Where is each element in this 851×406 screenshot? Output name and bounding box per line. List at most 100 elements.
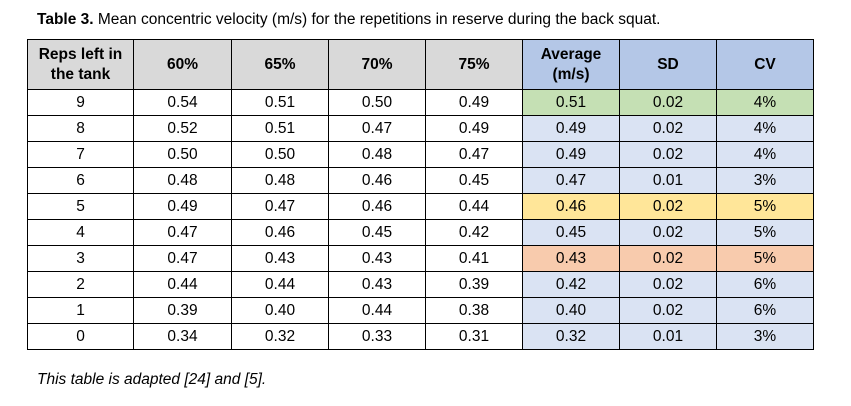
cell-pct-60: 0.52: [133, 115, 232, 142]
cell-reps-left: 5: [27, 193, 134, 220]
cell-pct-75: 0.49: [425, 89, 523, 116]
header-cv: CV: [716, 39, 814, 90]
cell-sd: 0.02: [619, 141, 717, 168]
cell-pct-65: 0.40: [231, 297, 329, 324]
cell-pct-75: 0.44: [425, 193, 523, 220]
cell-cv: 4%: [716, 115, 814, 142]
cell-pct-60: 0.34: [133, 323, 232, 350]
cell-reps-left: 3: [27, 245, 134, 272]
cell-pct-75: 0.47: [425, 141, 523, 168]
cell-reps-left: 1: [27, 297, 134, 324]
cell-pct-60: 0.44: [133, 271, 232, 298]
cell-sd: 0.01: [619, 167, 717, 194]
table-row: 8 0.52 0.51 0.47 0.49 0.49 0.02 4%: [27, 115, 814, 142]
cell-pct-65: 0.50: [231, 141, 329, 168]
cell-pct-65: 0.47: [231, 193, 329, 220]
cell-pct-60: 0.50: [133, 141, 232, 168]
cell-pct-65: 0.43: [231, 245, 329, 272]
cell-pct-60: 0.49: [133, 193, 232, 220]
cell-pct-75: 0.31: [425, 323, 523, 350]
cell-pct-65: 0.51: [231, 89, 329, 116]
cell-average: 0.32: [522, 323, 620, 350]
cell-cv: 3%: [716, 323, 814, 350]
cell-sd: 0.02: [619, 297, 717, 324]
velocity-table: Reps left in the tank 60% 65% 70% 75% Av…: [27, 39, 814, 350]
cell-pct-65: 0.51: [231, 115, 329, 142]
cell-cv: 5%: [716, 193, 814, 220]
cell-average: 0.46: [522, 193, 620, 220]
cell-pct-65: 0.44: [231, 271, 329, 298]
cell-sd: 0.02: [619, 193, 717, 220]
cell-pct-60: 0.54: [133, 89, 232, 116]
cell-pct-65: 0.32: [231, 323, 329, 350]
table-row: 0 0.34 0.32 0.33 0.31 0.32 0.01 3%: [27, 323, 814, 350]
cell-average: 0.45: [522, 219, 620, 246]
cell-pct-60: 0.47: [133, 219, 232, 246]
cell-reps-left: 9: [27, 89, 134, 116]
cell-sd: 0.02: [619, 271, 717, 298]
cell-pct-75: 0.45: [425, 167, 523, 194]
cell-sd: 0.01: [619, 323, 717, 350]
cell-pct-70: 0.45: [328, 219, 426, 246]
cell-pct-70: 0.46: [328, 193, 426, 220]
table-footnote: This table is adapted [24] and [5].: [37, 371, 267, 388]
cell-pct-65: 0.48: [231, 167, 329, 194]
cell-pct-75: 0.42: [425, 219, 523, 246]
cell-pct-75: 0.49: [425, 115, 523, 142]
cell-average: 0.42: [522, 271, 620, 298]
cell-average: 0.49: [522, 141, 620, 168]
header-reps-left: Reps left in the tank: [27, 39, 134, 90]
cell-cv: 4%: [716, 89, 814, 116]
cell-pct-70: 0.44: [328, 297, 426, 324]
header-75: 75%: [425, 39, 523, 90]
cell-pct-70: 0.33: [328, 323, 426, 350]
cell-pct-75: 0.38: [425, 297, 523, 324]
cell-cv: 5%: [716, 245, 814, 272]
cell-reps-left: 4: [27, 219, 134, 246]
table-row: 2 0.44 0.44 0.43 0.39 0.42 0.02 6%: [27, 271, 814, 298]
cell-pct-70: 0.48: [328, 141, 426, 168]
cell-reps-left: 7: [27, 141, 134, 168]
cell-average: 0.51: [522, 89, 620, 116]
table-caption: Table 3. Mean concentric velocity (m/s) …: [37, 11, 660, 29]
cell-average: 0.40: [522, 297, 620, 324]
cell-reps-left: 0: [27, 323, 134, 350]
cell-reps-left: 6: [27, 167, 134, 194]
cell-pct-70: 0.47: [328, 115, 426, 142]
cell-cv: 4%: [716, 141, 814, 168]
cell-sd: 0.02: [619, 245, 717, 272]
cell-reps-left: 8: [27, 115, 134, 142]
header-70: 70%: [328, 39, 426, 90]
cell-cv: 6%: [716, 297, 814, 324]
header-60: 60%: [133, 39, 232, 90]
header-row: Reps left in the tank 60% 65% 70% 75% Av…: [27, 39, 814, 90]
cell-average: 0.47: [522, 167, 620, 194]
table-body: 9 0.54 0.51 0.50 0.49 0.51 0.02 4% 8 0.52 0.51 0.47…: [27, 89, 814, 350]
table-row: 7 0.50 0.50 0.48 0.47 0.49 0.02 4%: [27, 141, 814, 168]
cell-reps-left: 2: [27, 271, 134, 298]
cell-pct-70: 0.43: [328, 271, 426, 298]
cell-pct-65: 0.46: [231, 219, 329, 246]
table-row: 9 0.54 0.51 0.50 0.49 0.51 0.02 4%: [27, 89, 814, 116]
cell-sd: 0.02: [619, 89, 717, 116]
table-row: 1 0.39 0.40 0.44 0.38 0.40 0.02 6%: [27, 297, 814, 324]
cell-pct-60: 0.47: [133, 245, 232, 272]
cell-pct-75: 0.39: [425, 271, 523, 298]
table-caption-text: Mean concentric velocity (m/s) for the r…: [93, 11, 661, 28]
table-caption-label: Table 3.: [37, 11, 94, 28]
table-row: 4 0.47 0.46 0.45 0.42 0.45 0.02 5%: [27, 219, 814, 246]
header-65: 65%: [231, 39, 329, 90]
cell-pct-70: 0.43: [328, 245, 426, 272]
cell-cv: 5%: [716, 219, 814, 246]
table-row: 6 0.48 0.48 0.46 0.45 0.47 0.01 3%: [27, 167, 814, 194]
header-sd: SD: [619, 39, 717, 90]
table-row: 3 0.47 0.43 0.43 0.41 0.43 0.02 5%: [27, 245, 814, 272]
cell-pct-60: 0.48: [133, 167, 232, 194]
header-average: Average (m/s): [522, 39, 620, 90]
cell-cv: 3%: [716, 167, 814, 194]
cell-pct-60: 0.39: [133, 297, 232, 324]
table-row: 5 0.49 0.47 0.46 0.44 0.46 0.02 5%: [27, 193, 814, 220]
cell-cv: 6%: [716, 271, 814, 298]
cell-pct-75: 0.41: [425, 245, 523, 272]
cell-average: 0.43: [522, 245, 620, 272]
